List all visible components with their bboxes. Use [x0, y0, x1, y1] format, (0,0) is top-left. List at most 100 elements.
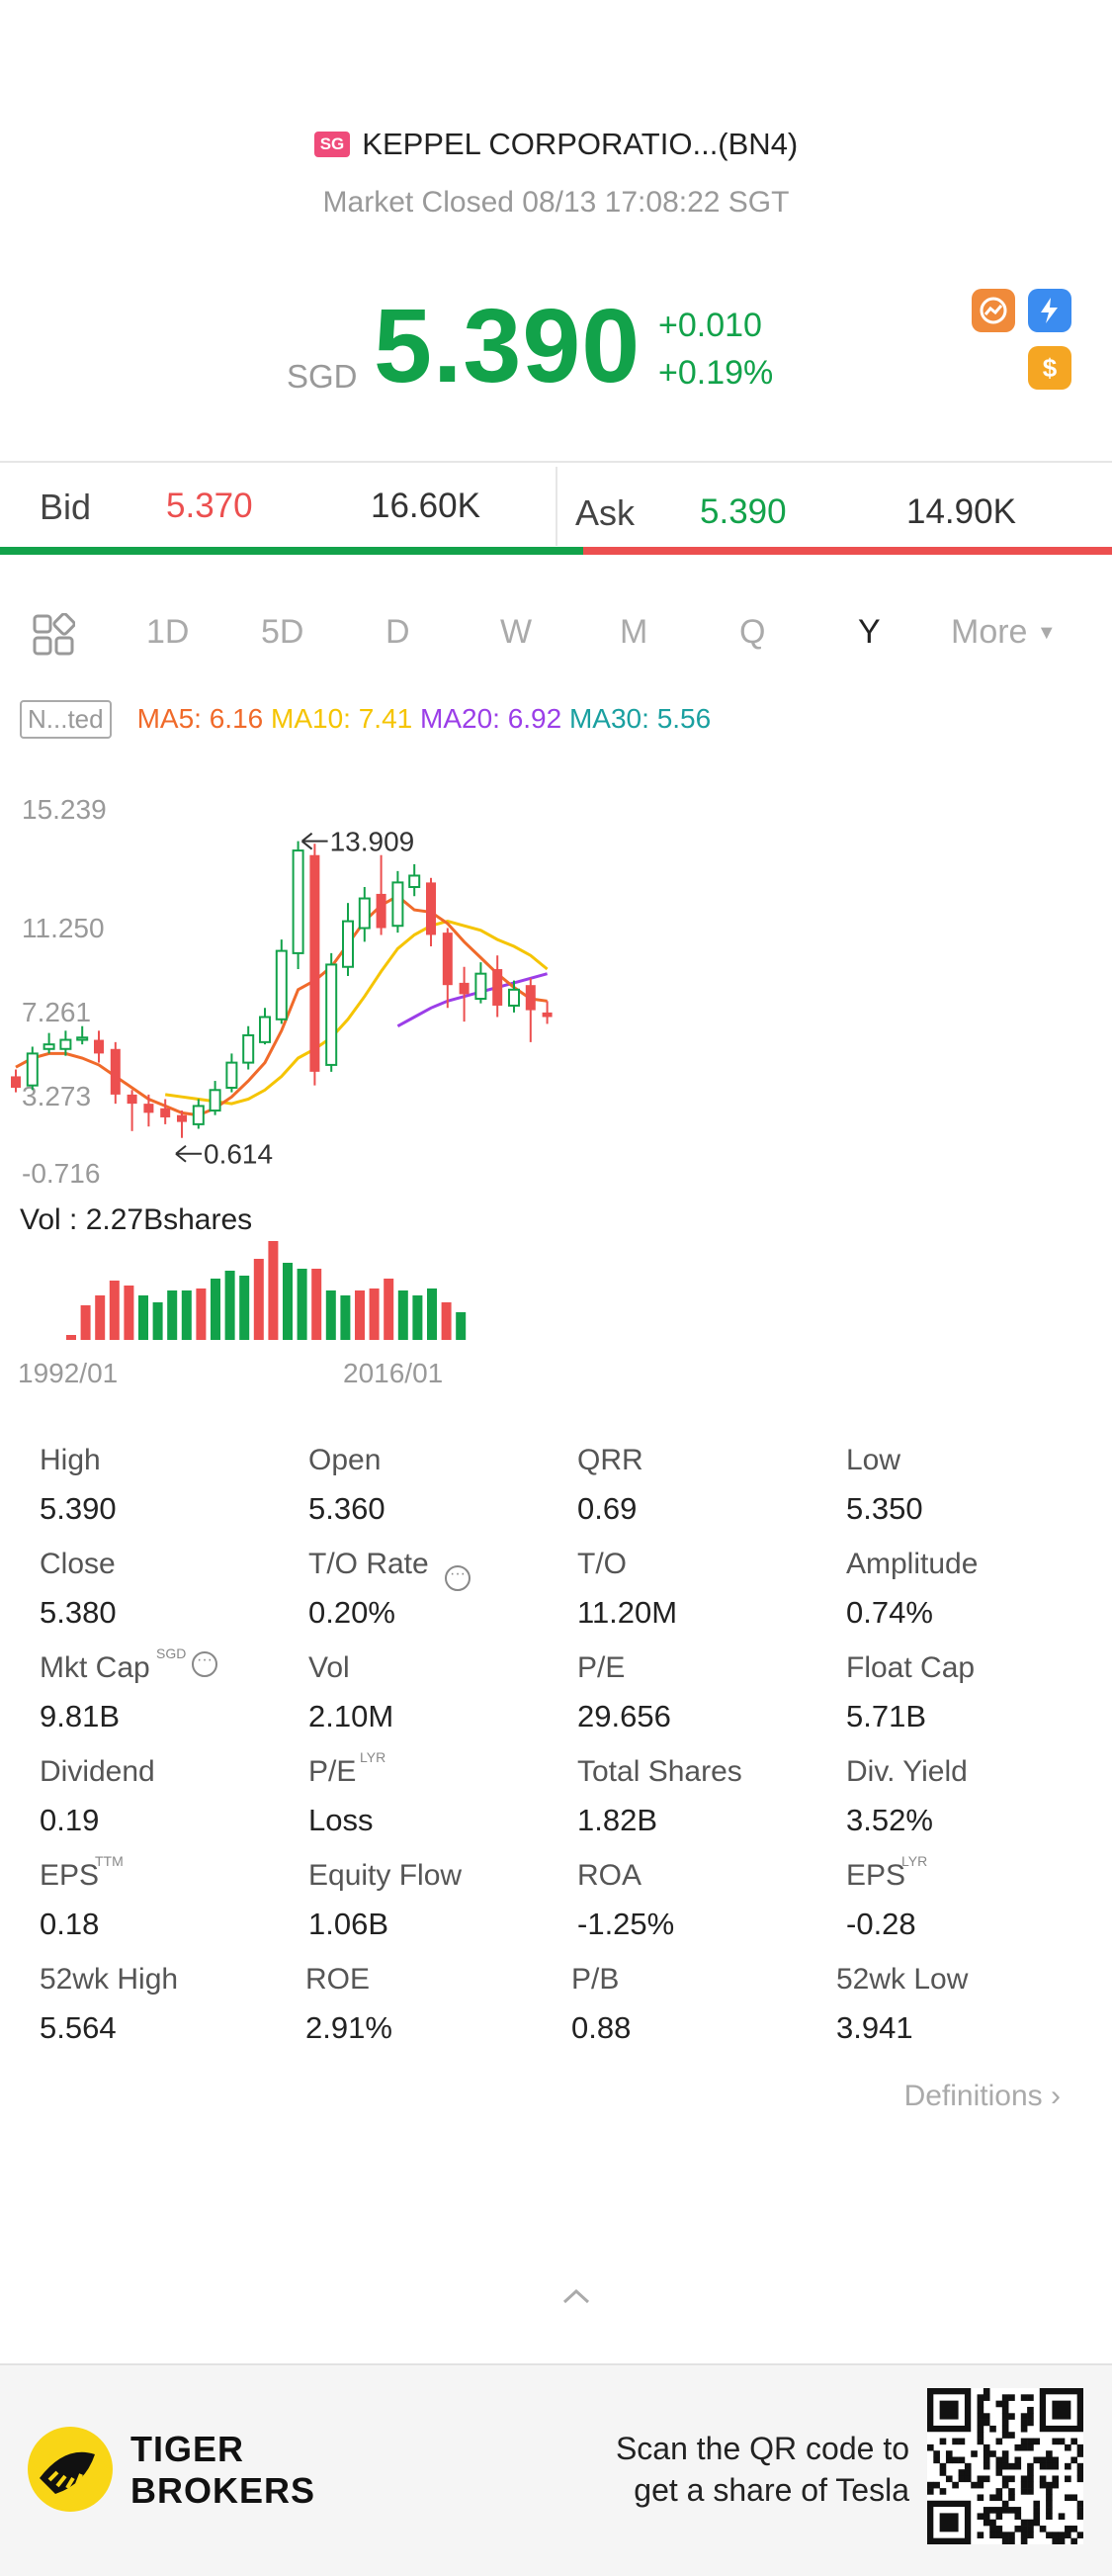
qr-module — [1027, 2443, 1034, 2451]
qr-module — [977, 2394, 984, 2401]
qr-module — [1065, 2475, 1071, 2483]
tab-5d[interactable]: 5D — [261, 613, 304, 651]
qr-module — [1027, 2406, 1034, 2414]
qr-module — [1008, 2494, 1015, 2502]
tab-y[interactable]: Y — [858, 613, 881, 651]
qr-module — [1052, 2532, 1060, 2538]
qr-module — [977, 2438, 984, 2445]
definitions-link[interactable]: Definitions › — [904, 2080, 1061, 2113]
tab-d[interactable]: D — [385, 613, 410, 651]
tab-w[interactable]: W — [500, 613, 533, 651]
qr-module — [945, 2450, 953, 2457]
qr-module — [1070, 2526, 1077, 2532]
qr-module — [1046, 2507, 1053, 2514]
volume-bar — [268, 1241, 279, 1340]
qr-module — [1020, 2438, 1028, 2445]
candle-body — [542, 1012, 553, 1018]
qr-module — [977, 2419, 984, 2427]
qr-module — [983, 2413, 990, 2420]
qr-module — [1001, 2394, 1009, 2401]
x-tick-mid: 2016/01 — [343, 1358, 444, 1388]
mkt-cap-info-icon[interactable]: ··· — [192, 1651, 217, 1677]
stat-label: Total Shares — [577, 1755, 742, 1788]
chevron-up-icon[interactable] — [561, 2286, 591, 2311]
volume-bar — [412, 1295, 423, 1340]
qr-module — [1046, 2532, 1053, 2538]
stat-label: Low — [846, 1444, 901, 1476]
qr-module — [1020, 2419, 1028, 2427]
qr-module — [1076, 2513, 1083, 2521]
stat-value: 2.91% — [305, 2010, 392, 2045]
qr-module — [983, 2450, 990, 2457]
qr-code[interactable] — [927, 2388, 1083, 2544]
stat-value: 5.564 — [40, 2010, 117, 2045]
qr-module — [927, 2443, 934, 2451]
candle-body — [275, 949, 288, 1021]
candle-body — [492, 969, 503, 1006]
header-divider — [0, 461, 1112, 463]
qr-module — [983, 2443, 990, 2451]
candle-body — [59, 1038, 72, 1050]
stat-label: Equity Flow — [308, 1859, 463, 1892]
qr-module — [1052, 2481, 1060, 2489]
chart-signal-icon[interactable] — [972, 289, 1015, 332]
stat-label: Amplitude — [846, 1548, 979, 1580]
qr-finder-core — [939, 2513, 959, 2532]
volume-bar — [427, 1288, 437, 1340]
tab-m[interactable]: M — [620, 613, 648, 651]
currency-label: SGD — [287, 358, 358, 395]
qr-module — [983, 2513, 990, 2521]
qr-module — [952, 2456, 959, 2464]
candle-body — [110, 1048, 121, 1095]
stat-value: 3.52% — [846, 1803, 933, 1837]
qr-module — [1058, 2438, 1066, 2445]
adjust-selector[interactable]: N...ted — [20, 700, 112, 739]
candle-body — [325, 963, 338, 1066]
qr-module — [977, 2425, 984, 2433]
qr-module — [1065, 2526, 1071, 2532]
bid-label: Bid — [40, 487, 92, 527]
candle-body — [459, 982, 470, 995]
volume-bar — [397, 1290, 408, 1340]
volume-bar — [196, 1288, 207, 1340]
stat-label: 52wk Low — [836, 1963, 969, 1996]
tab-1d[interactable]: 1D — [146, 613, 190, 651]
dollar-icon[interactable]: $ — [1028, 346, 1071, 390]
tab-q[interactable]: Q — [739, 613, 766, 651]
candle-body — [342, 920, 354, 968]
qr-module — [927, 2488, 934, 2495]
level1-lightning-icon[interactable] — [1028, 289, 1071, 332]
qr-module — [1014, 2443, 1022, 2451]
qr-module — [939, 2438, 947, 2445]
x-tick-start: 1992/01 — [18, 1358, 119, 1388]
qr-module — [945, 2456, 953, 2464]
qr-module — [977, 2413, 984, 2420]
qr-module — [1033, 2500, 1041, 2508]
stat-label: Mkt Cap — [40, 1651, 150, 1684]
ma20-value: MA20: 6.92 — [420, 703, 562, 734]
bid-ask-separator — [556, 467, 557, 546]
layout-grid-icon[interactable] — [32, 612, 76, 662]
to-rate-info-icon[interactable]: ··· — [445, 1565, 470, 1591]
qr-module — [958, 2456, 966, 2464]
candle-body — [209, 1089, 221, 1112]
tab-more[interactable]: More ▼ — [951, 613, 1057, 652]
qr-module — [1008, 2394, 1015, 2401]
qr-module — [927, 2481, 934, 2489]
candle-body — [408, 874, 421, 889]
ma10-value: MA10: 7.41 — [271, 703, 413, 734]
qr-module — [1046, 2456, 1053, 2464]
qr-module — [995, 2513, 1003, 2521]
volume-bar — [456, 1312, 467, 1340]
volume-bar — [80, 1305, 91, 1340]
volume-bar — [369, 1288, 380, 1340]
tiger-logo-icon — [26, 2425, 115, 2519]
qr-module — [983, 2388, 990, 2395]
volume-bar — [124, 1286, 134, 1340]
stat-label: Vol — [308, 1651, 350, 1684]
price-chart[interactable]: 13.909 0.614 — [0, 0, 1112, 1404]
candle-body — [242, 1033, 255, 1064]
qr-module — [1008, 2507, 1015, 2514]
scan-text-2: get a share of Tesla — [634, 2472, 909, 2508]
qr-module — [1008, 2462, 1015, 2470]
